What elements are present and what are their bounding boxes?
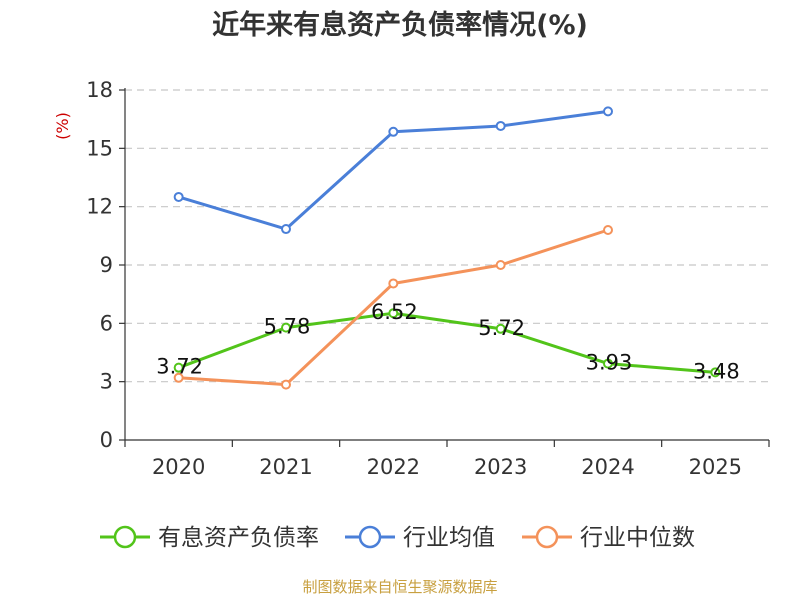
data-point (173, 362, 184, 373)
y-tick-label: 12 (86, 195, 113, 219)
data-point (495, 120, 506, 131)
grid-lines (125, 89, 769, 383)
data-point (603, 106, 613, 117)
legend-marker (358, 525, 382, 549)
data-label: 3.72 (156, 355, 203, 379)
data-label: 3.48 (693, 359, 740, 383)
data-label: 3.93 (586, 351, 633, 375)
y-tick-label: 9 (100, 253, 113, 277)
data-point (710, 367, 721, 378)
data-label: 5.72 (478, 316, 525, 340)
legend-marker (113, 525, 137, 549)
series-group (173, 106, 721, 390)
data-point (388, 126, 399, 137)
data-point (281, 379, 291, 390)
x-tick-label: 2021 (259, 455, 312, 479)
data-point (173, 191, 184, 202)
data-point (495, 323, 506, 334)
y-tick-label: 3 (100, 370, 113, 394)
legend-marker (535, 525, 559, 549)
legend-item: 行业中位数 (522, 525, 695, 551)
series-line-0 (178, 311, 716, 374)
data-labels: 3.72 5.78 6.52 5.72 3.93 3.48 (156, 300, 739, 383)
y-axis-unit: (%) (53, 112, 72, 140)
x-tick-label: 2022 (367, 455, 420, 479)
data-label: 5.78 (264, 315, 311, 339)
legend: 有息资产负债率 行业均值 行业中位数 (100, 525, 695, 551)
data-point (173, 372, 184, 383)
legend-label: 有息资产负债率 (158, 525, 319, 551)
data-point (388, 308, 399, 319)
axes: 0 3 6 9 12 15 18 2020 2021 2022 2023 2024 2025 (86, 78, 770, 479)
x-tick-label: 2020 (152, 455, 205, 479)
data-label: 6.52 (371, 300, 418, 324)
data-point (495, 260, 506, 270)
x-tick-label: 2024 (581, 455, 634, 479)
data-point (388, 278, 399, 289)
legend-label: 行业中位数 (580, 525, 695, 551)
data-point (603, 225, 613, 235)
data-point (281, 322, 291, 333)
x-tick-label: 2025 (689, 455, 742, 479)
data-point (281, 224, 291, 235)
legend-item: 有息资产负债率 (100, 525, 319, 551)
x-tick-label: 2023 (474, 455, 527, 479)
legend-label: 行业均值 (403, 525, 495, 551)
y-tick-label: 0 (100, 428, 113, 452)
y-tick-label: 18 (86, 78, 113, 102)
data-point (603, 358, 613, 369)
chart-title: 近年来有息资产负债率情况(%) (212, 9, 588, 41)
legend-item: 行业均值 (345, 525, 495, 551)
y-tick-label: 15 (86, 136, 113, 160)
y-tick-label: 6 (100, 311, 113, 335)
source-note: 制图数据来自恒生聚源数据库 (302, 578, 497, 596)
